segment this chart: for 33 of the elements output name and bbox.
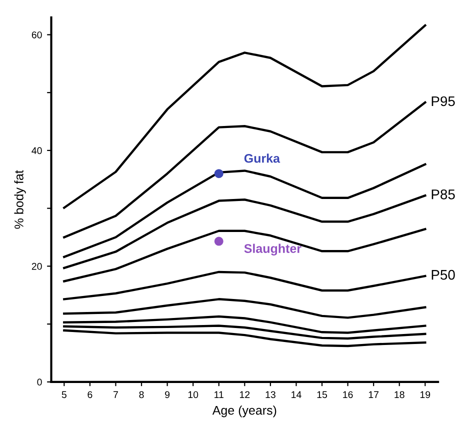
y-axis-title: % body fat xyxy=(14,170,26,229)
line-series xyxy=(63,24,426,209)
x-tick-label: 7 xyxy=(114,391,118,398)
line-series xyxy=(63,163,426,258)
y-tick-label: 20 xyxy=(32,262,42,270)
x-axis-title: Age (years) xyxy=(212,406,276,418)
x-tick-label: 13 xyxy=(266,391,276,398)
x-tick-label: 10 xyxy=(188,391,198,398)
x-tick-label: 12 xyxy=(240,391,250,398)
x-tick-label: 18 xyxy=(394,391,404,398)
line-series xyxy=(63,194,426,270)
x-tick-label: 9 xyxy=(165,391,170,398)
line-series xyxy=(63,270,426,300)
x-tick-label: 17 xyxy=(368,391,378,398)
y-tick-label: 60 xyxy=(32,31,42,38)
line-series xyxy=(63,101,426,238)
x-tick-label: 11 xyxy=(214,391,224,398)
series-label: Gurka xyxy=(244,154,280,163)
y-tick-label: 40 xyxy=(32,147,42,154)
series-label: P95 xyxy=(432,96,455,106)
series-label: P50 xyxy=(432,270,455,280)
x-tick-label: 19 xyxy=(420,391,430,398)
x-tick-label: 16 xyxy=(343,391,353,398)
x-tick-label: 14 xyxy=(292,391,302,398)
x-tick-label: 15 xyxy=(317,391,328,398)
series-label: Slaughter xyxy=(244,244,302,256)
x-tick-label: 6 xyxy=(88,391,92,398)
y-tick-label: 0 xyxy=(37,378,42,386)
series-label: P85 xyxy=(432,189,455,200)
x-tick-label: 8 xyxy=(139,391,144,398)
x-tick-label: 5 xyxy=(62,391,66,398)
line-series xyxy=(63,298,426,319)
line-series xyxy=(63,228,426,282)
